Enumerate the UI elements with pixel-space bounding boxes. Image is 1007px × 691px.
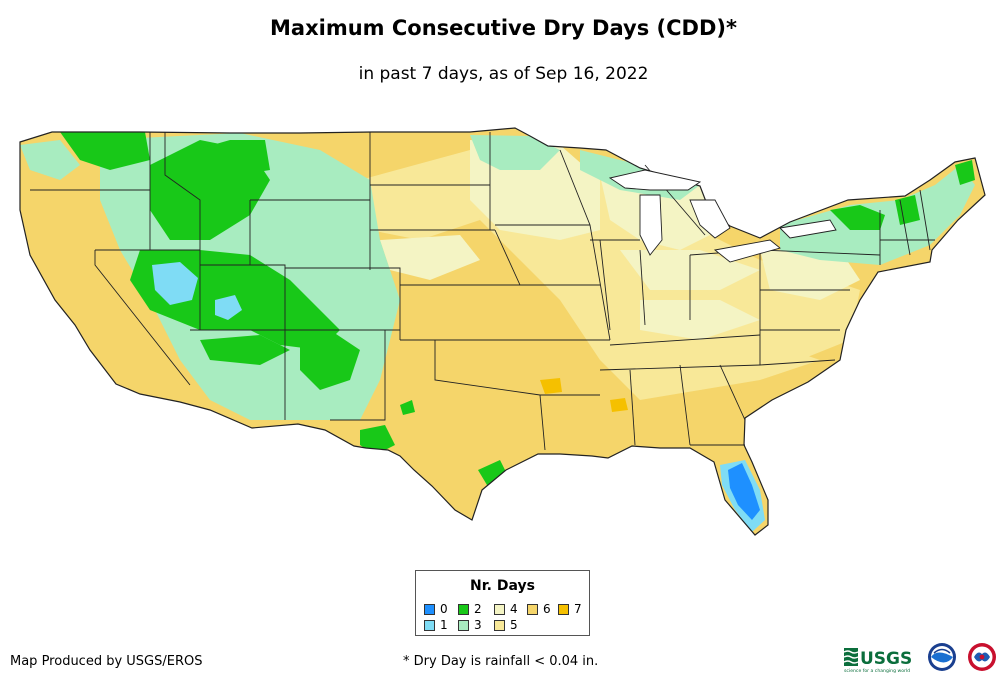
legend-label-0: 0 <box>440 602 448 616</box>
legend-item-2: 2 <box>458 602 482 616</box>
legend-item-6: 6 <box>527 602 551 616</box>
map-title: Maximum Consecutive Dry Days (CDD)* <box>270 16 737 40</box>
legend-swatch-2 <box>458 603 469 615</box>
legend-title: Nr. Days <box>470 578 535 594</box>
legend-item-3: 3 <box>458 618 482 632</box>
map-subtitle: in past 7 days, as of Sep 16, 2022 <box>358 64 649 84</box>
legend-item-4: 4 <box>494 602 518 616</box>
producer-credit: Map Produced by USGS/EROS <box>10 654 203 669</box>
usgs-tagline: science for a changing world <box>844 668 910 674</box>
nws-logo <box>968 643 996 671</box>
legend-item-7: 7 <box>558 602 582 616</box>
legend-swatch-3 <box>458 619 469 631</box>
legend-item-1: 1 <box>424 618 448 632</box>
legend-swatch-6 <box>527 603 538 615</box>
noaa-logo <box>928 643 956 671</box>
legend-swatch-7 <box>558 603 569 615</box>
map-legend: Nr. Days 0 1 2 3 4 5 6 7 <box>415 570 590 636</box>
legend-label-4: 4 <box>510 602 518 616</box>
legend-swatch-1 <box>424 619 435 631</box>
legend-label-3: 3 <box>474 618 482 632</box>
legend-swatch-0 <box>424 603 435 615</box>
legend-item-0: 0 <box>424 602 448 616</box>
legend-label-6: 6 <box>543 602 551 616</box>
usgs-logo: USGS science for a changing world <box>843 648 912 674</box>
us-dry-days-map <box>19 127 986 536</box>
legend-label-5: 5 <box>510 618 518 632</box>
legend-label-7: 7 <box>574 602 582 616</box>
legend-swatch-5 <box>494 619 505 631</box>
agency-logos: USGS science for a changing world <box>843 643 996 674</box>
dry-day-footnote: * Dry Day is rainfall < 0.04 in. <box>403 654 599 669</box>
legend-item-5: 5 <box>494 618 518 632</box>
usgs-logo-text: USGS <box>860 649 912 669</box>
legend-label-1: 1 <box>440 618 448 632</box>
legend-swatch-4 <box>494 603 505 615</box>
legend-label-2: 2 <box>474 602 482 616</box>
